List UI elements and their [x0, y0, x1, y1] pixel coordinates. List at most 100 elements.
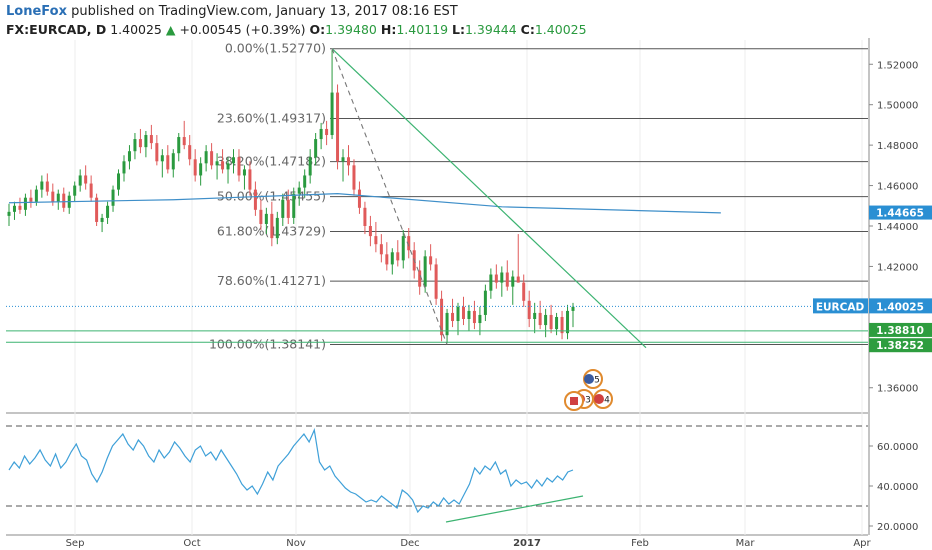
price-tag-label: 1.44665 — [876, 208, 924, 220]
rsi-line — [8, 427, 574, 514]
rsi-panel — [6, 425, 868, 523]
up-arrow-icon: ▲ — [165, 22, 176, 37]
symbol-tag-label: EURCAD — [816, 301, 865, 313]
candle-body — [127, 151, 131, 162]
candle-body — [95, 197, 99, 222]
author-name[interactable]: LoneFox — [6, 4, 67, 19]
candle-body — [188, 145, 192, 160]
candle-series — [7, 50, 575, 344]
fibonacci-retracement[interactable]: 0.00%(1.52770) 23.60%(1.49317) 38.20%(1.47… — [209, 41, 868, 352]
price-tag — [869, 205, 932, 220]
event-marker-label: 4 — [604, 396, 610, 406]
candle-body — [160, 155, 164, 162]
candle-body — [89, 183, 93, 198]
candle-body — [166, 155, 170, 170]
candle-body — [325, 128, 329, 136]
candle-body — [144, 135, 148, 148]
candle-body — [533, 312, 537, 319]
candle-body — [319, 128, 323, 140]
fib-level-label: 78.60%(1.41271) — [217, 273, 326, 288]
price-tag — [869, 322, 932, 337]
time-tick-label: Dec — [400, 538, 419, 549]
price-tick-label: 1.50000 — [877, 101, 918, 112]
candle-body — [440, 298, 444, 336]
candle-body — [45, 181, 49, 192]
candle-body — [40, 181, 44, 190]
last-price-tag — [869, 298, 932, 314]
candle-body — [193, 159, 197, 176]
price-tick-label: 1.44000 — [877, 222, 918, 233]
candle-body — [62, 193, 66, 208]
candle-body — [23, 197, 27, 210]
fib-trend-dashed-line — [331, 48, 448, 345]
candle-body — [538, 312, 542, 326]
time-tick-label: Mar — [736, 538, 756, 549]
candle-body — [330, 92, 334, 136]
chart-overlays: EURCAD 1.40025 1.44665 1.38810 1.38252 53 4 — [6, 48, 932, 411]
candle-body — [472, 310, 476, 324]
candle-body — [297, 187, 301, 194]
candle-body — [516, 276, 520, 283]
candle-body — [566, 310, 570, 334]
candle-body — [560, 316, 564, 334]
high-value: 1.40119 — [396, 22, 449, 37]
price-change: +0.00545 (+0.39%) — [179, 22, 306, 37]
candle-body — [390, 252, 394, 265]
candle-body — [374, 236, 378, 245]
candle-body — [18, 205, 22, 210]
candle-body — [199, 163, 203, 176]
axes: Sep Oct Nov Dec 2017 Feb Mar Apr 1.52000 1.50000 1… — [66, 60, 919, 549]
event-marker-label: 3 — [585, 396, 591, 406]
event-marker-label: 5 — [594, 376, 600, 386]
candle-body — [445, 312, 449, 336]
candle-body — [363, 207, 367, 226]
price-tag-label: 1.38810 — [876, 325, 924, 337]
candle-body — [423, 256, 427, 287]
fib-level-label: 100.00%(1.38141) — [209, 336, 326, 351]
candle-body — [346, 157, 350, 166]
open-value: 1.39480 — [325, 22, 377, 37]
candle-body — [467, 310, 471, 319]
candle-body — [155, 143, 159, 162]
last-price-tag-label: 1.40025 — [876, 301, 924, 313]
price-tag-label: 1.38252 — [876, 340, 924, 352]
candle-body — [451, 312, 455, 322]
candle-body — [500, 272, 504, 283]
time-tick-label: Nov — [286, 538, 306, 549]
moving-average-line — [8, 193, 721, 214]
candle-body — [34, 189, 38, 202]
candle-body — [461, 306, 465, 319]
candle-body — [117, 173, 121, 190]
candle-body — [111, 189, 115, 206]
publish-line: LoneFox published on TradingView.com, Ja… — [6, 4, 458, 19]
symbol-line: FX:EURCAD, D 1.40025 ▲ +0.00545 (+0.39%)… — [6, 22, 587, 37]
candle-body — [221, 161, 225, 170]
candle-body — [106, 205, 110, 218]
rsi-tick-label: 60.0000 — [877, 442, 918, 453]
close-label: C: — [520, 22, 535, 37]
rsi-trend-line — [445, 495, 584, 523]
high-label: H: — [380, 22, 397, 37]
candle-body — [478, 314, 482, 324]
price-tick-label: 1.52000 — [877, 60, 918, 71]
symbol-tag — [813, 298, 868, 314]
candle-body — [555, 316, 559, 330]
candle-body — [182, 137, 186, 146]
candle-body — [292, 193, 296, 218]
candle-body — [270, 213, 274, 239]
candle-body — [226, 163, 230, 170]
fib-level-label: 23.60%(1.49317) — [217, 111, 326, 126]
candle-body — [138, 139, 142, 148]
candle-body — [511, 276, 515, 287]
candle-body — [357, 189, 361, 208]
time-tick-label: Apr — [853, 538, 871, 549]
candle-body — [336, 92, 340, 162]
candle-body — [242, 169, 246, 176]
rsi-tick-label: 40.0000 — [877, 482, 918, 493]
last-price: 1.40025 — [110, 22, 162, 37]
time-tick-label: Oct — [183, 538, 200, 549]
candle-body — [215, 161, 219, 166]
open-label: O: — [309, 22, 326, 37]
candle-body — [281, 199, 285, 218]
